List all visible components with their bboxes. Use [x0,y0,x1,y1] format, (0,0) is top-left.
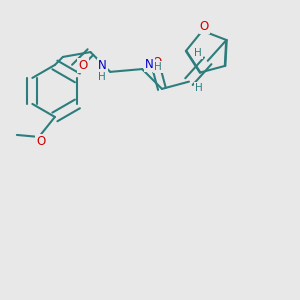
Text: H: H [98,72,106,82]
Text: O: O [36,135,46,148]
Text: O: O [200,20,209,33]
Text: H: H [154,62,162,72]
Text: H: H [194,48,202,58]
Text: O: O [78,59,88,72]
Text: H: H [195,82,203,93]
Text: O: O [153,56,162,69]
Text: N: N [145,58,154,70]
Text: N: N [98,59,106,72]
